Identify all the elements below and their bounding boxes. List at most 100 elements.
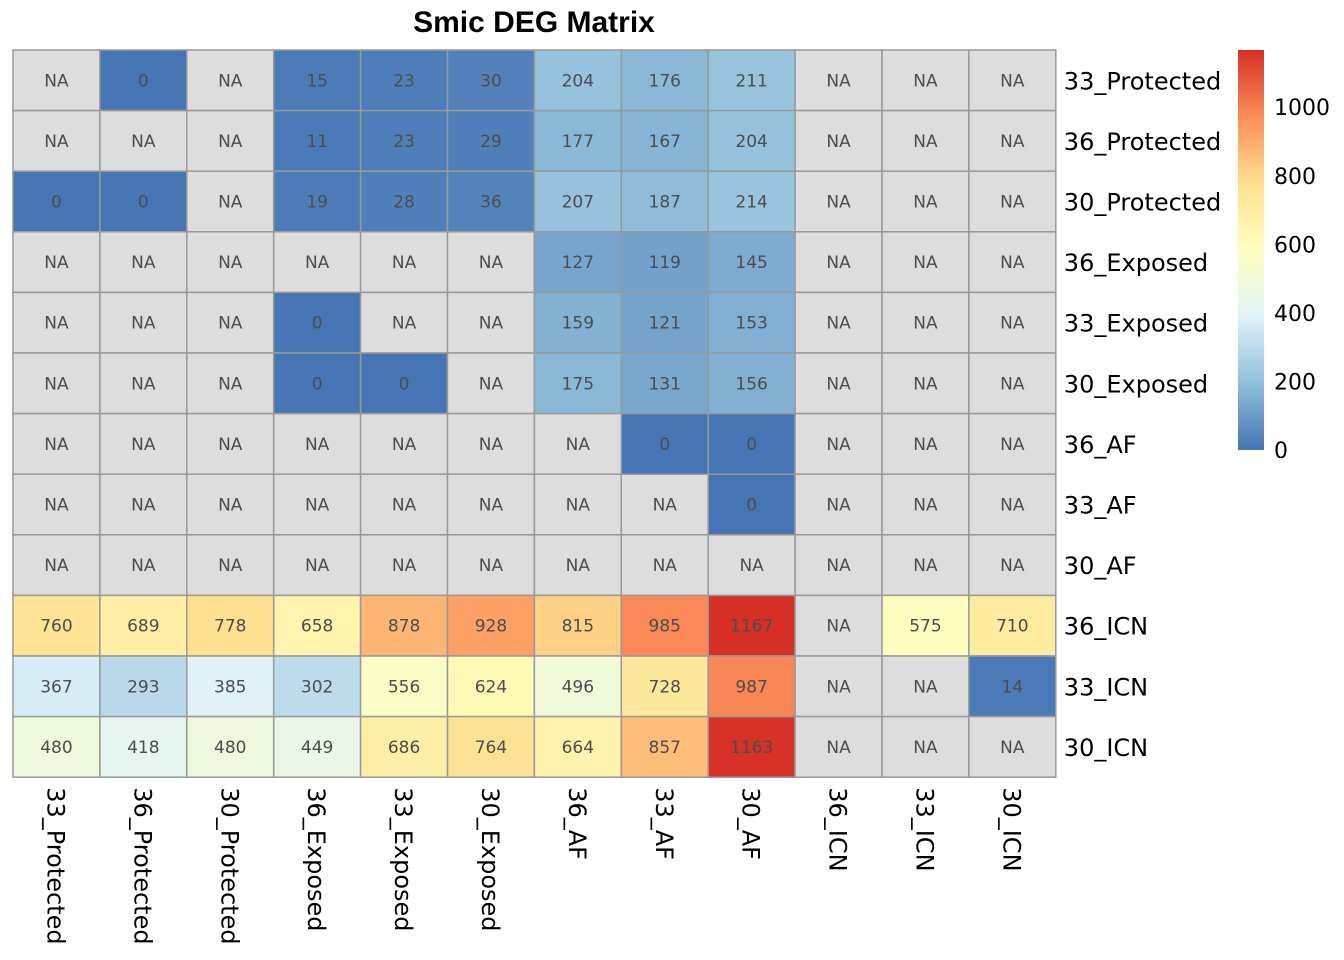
heatmap-cell [620, 352, 709, 415]
heatmap-cell [186, 412, 275, 475]
cell-value-label: NA [392, 556, 417, 576]
heatmap-cell [533, 715, 623, 778]
heatmap-cell [446, 291, 536, 354]
cell-value-label: 187 [649, 193, 681, 213]
cell-value-label: 119 [649, 253, 681, 273]
heatmap-cell [707, 534, 796, 597]
cell-value-label: 0 [399, 374, 410, 394]
heatmap-cell [12, 291, 101, 354]
cell-value-label: 14 [1002, 677, 1024, 697]
cell-value-label: NA [913, 71, 938, 91]
heatmap-cell [533, 473, 623, 536]
cell-value-label: NA [44, 253, 69, 273]
heatmap-cell [99, 655, 188, 718]
heatmap-cells: NA 0 NA 15 23 30 204 176 211 NA NA NA NA NA NA 11 23 29 17… [12, 49, 1057, 778]
cell-value-label: NA [218, 496, 243, 516]
cell-value-label: NA [826, 314, 851, 334]
cell-value-label: NA [826, 435, 851, 455]
heatmap-cell [446, 231, 536, 294]
heatmap-cell [533, 412, 623, 475]
heatmap-cell [272, 109, 362, 172]
column-label: 36_Protected [128, 787, 156, 944]
cell-value-label: NA [1000, 496, 1025, 516]
cell-value-label: NA [913, 132, 938, 152]
heatmap-cell [968, 534, 1057, 597]
heatmap-cell [272, 412, 362, 475]
legend-tick-label: 400 [1274, 302, 1316, 327]
column-label: 30_Exposed [476, 787, 504, 931]
cell-value-label: 815 [562, 617, 594, 637]
heatmap-cell [99, 109, 188, 172]
cell-value-label: NA [131, 374, 156, 394]
cell-value-label: NA [44, 496, 69, 516]
chart-title: Smic DEG Matrix [413, 6, 655, 39]
heatmap-cell [186, 231, 275, 294]
heatmap-cell [272, 655, 362, 718]
cell-value-label: 177 [562, 132, 594, 152]
cell-value-label: NA [1000, 71, 1025, 91]
column-label: 33_Protected [41, 787, 69, 944]
legend-tick-label: 0 [1274, 439, 1288, 464]
row-label: 33_Protected [1064, 67, 1221, 95]
cell-value-label: NA [826, 617, 851, 637]
cell-value-label: NA [392, 314, 417, 334]
cell-value-label: NA [826, 71, 851, 91]
cell-value-label: 153 [735, 314, 767, 334]
row-label: 36_AF [1064, 431, 1137, 459]
cell-value-label: 302 [301, 677, 333, 697]
heatmap-cell [446, 534, 536, 597]
cell-value-label: 204 [735, 132, 767, 152]
heatmap-cell [272, 594, 362, 657]
column-label: 30_Protected [215, 787, 243, 944]
cell-value-label: 0 [138, 71, 149, 91]
heatmap-cell [359, 412, 449, 475]
cell-value-label: NA [913, 435, 938, 455]
legend-tick-label: 800 [1274, 165, 1316, 190]
cell-value-label: NA [913, 738, 938, 758]
heatmap-cell [968, 412, 1057, 475]
cell-value-label: NA [826, 253, 851, 273]
heatmap-cell [881, 291, 970, 354]
cell-value-label: NA [653, 556, 678, 576]
cell-value-label: NA [218, 435, 243, 455]
cell-value-label: 176 [649, 71, 681, 91]
cell-value-label: NA [566, 496, 591, 516]
heatmap-cell [12, 231, 101, 294]
heatmap-cell [186, 473, 275, 536]
heatmap-cell [794, 412, 883, 475]
cell-value-label: NA [218, 253, 243, 273]
cell-value-label: NA [1000, 193, 1025, 213]
cell-value-label: NA [913, 374, 938, 394]
heatmap-cell [968, 473, 1057, 536]
cell-value-label: 710 [996, 617, 1028, 637]
column-label: 30_ICN [997, 787, 1025, 871]
heatmap-cell [968, 170, 1057, 233]
cell-value-label: 156 [735, 374, 767, 394]
cell-value-label: 211 [735, 71, 767, 91]
heatmap-cell [186, 291, 275, 354]
heatmap-cell [272, 231, 362, 294]
heatmap-cell [881, 594, 970, 657]
heatmap-cell [794, 231, 883, 294]
cell-value-label: NA [305, 435, 330, 455]
cell-value-label: NA [566, 435, 591, 455]
cell-value-label: NA [44, 132, 69, 152]
heatmap-cell [881, 231, 970, 294]
heatmap-cell [707, 655, 796, 718]
heatmap-cell [446, 352, 536, 415]
cell-value-label: 204 [562, 71, 594, 91]
cell-value-label: NA [305, 556, 330, 576]
cell-value-label: NA [1000, 556, 1025, 576]
cell-value-label: NA [218, 314, 243, 334]
heatmap-cell [186, 715, 275, 778]
heatmap-cell [707, 412, 796, 475]
heatmap-cell [12, 412, 101, 475]
cell-value-label: 987 [735, 677, 767, 697]
cell-value-label: NA [218, 556, 243, 576]
column-label: 33_ICN [910, 787, 938, 871]
column-label: 36_ICN [824, 787, 852, 871]
cell-value-label: NA [305, 253, 330, 273]
cell-value-label: 928 [475, 617, 507, 637]
heatmap-cell [533, 231, 623, 294]
